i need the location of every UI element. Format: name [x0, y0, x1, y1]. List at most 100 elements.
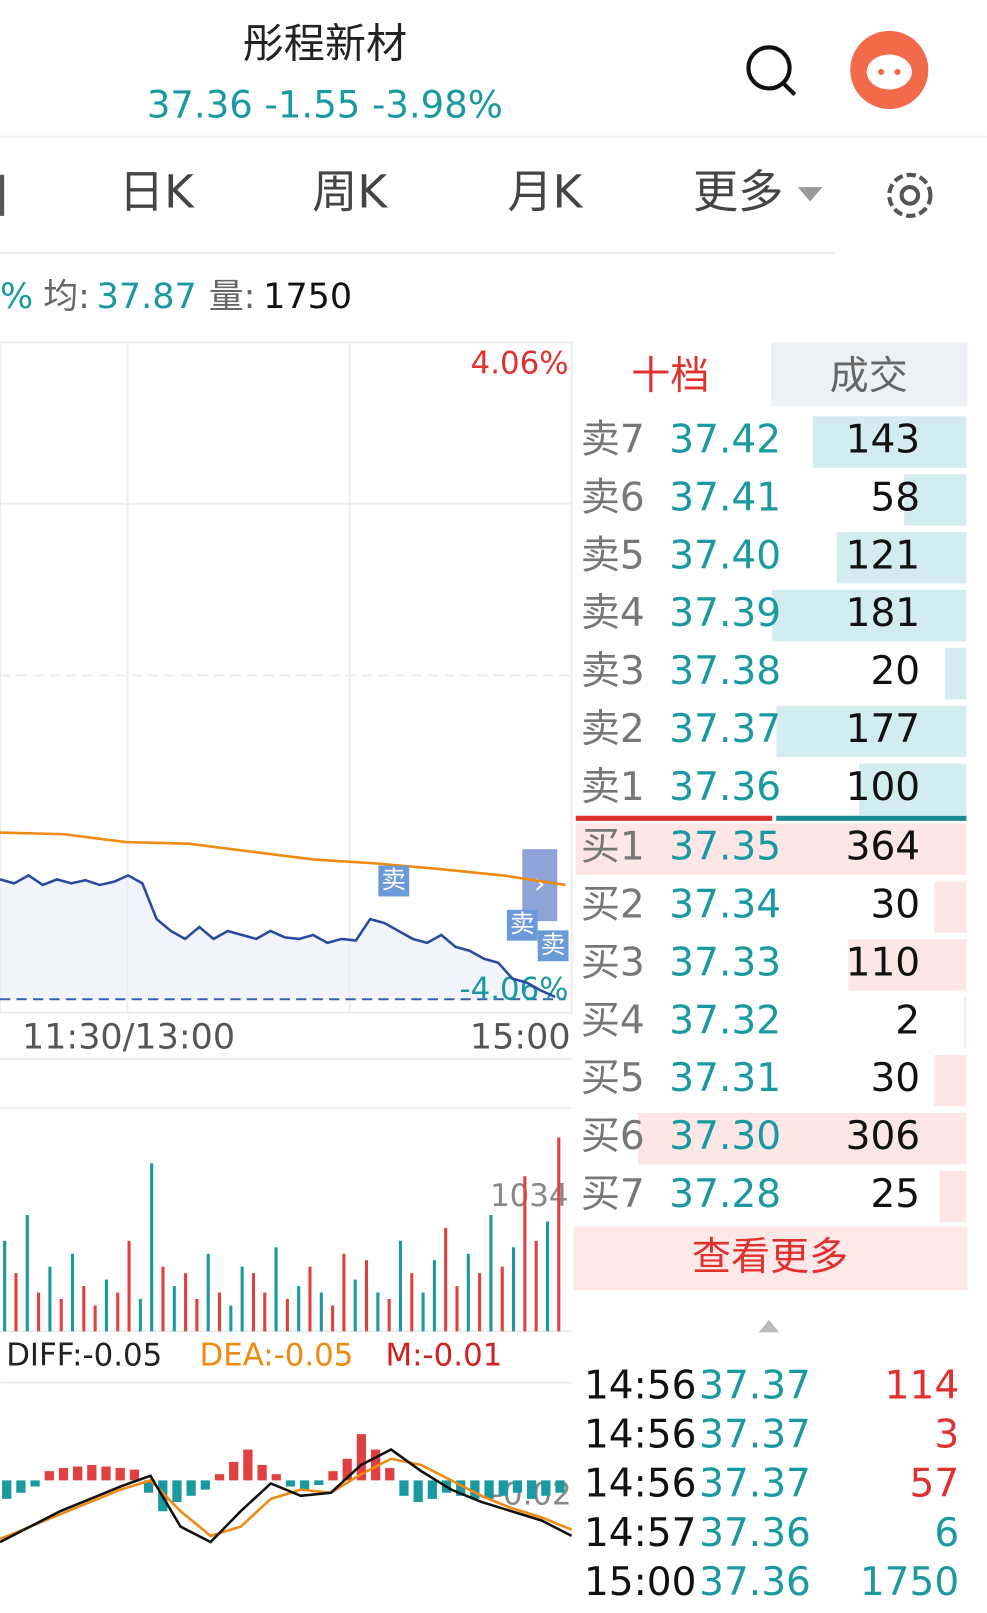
level-price: 37.40 [669, 533, 781, 578]
volume-bar [240, 1266, 244, 1332]
macd-bar [172, 1480, 182, 1502]
avatar[interactable] [850, 30, 929, 109]
volume-bar [410, 1273, 414, 1332]
trade-marker-bg [378, 865, 410, 897]
depth-bar [848, 939, 967, 991]
avg-price: 37.87 [97, 277, 197, 317]
macd-bar [356, 1434, 367, 1481]
volume-bar [251, 1273, 255, 1332]
volume-bar [150, 1163, 154, 1332]
level-price: 37.41 [669, 475, 781, 520]
trade-time: 14:56 [584, 1363, 697, 1408]
level-label: 买2 [581, 883, 645, 928]
volume-scale-label: 1034 [490, 1178, 568, 1214]
depth-bar [575, 823, 967, 875]
tab[interactable]: 月K [507, 165, 583, 218]
macd-bar [342, 1458, 352, 1481]
volume-bar [229, 1305, 233, 1332]
depth-bar [939, 1170, 967, 1223]
settings-icon[interactable] [887, 172, 933, 218]
trade-price: 37.36 [699, 1560, 811, 1605]
macd-bar [413, 1480, 423, 1502]
depth-bar [812, 416, 967, 468]
tab[interactable]: 日K [119, 165, 195, 218]
price-line [0, 873, 556, 999]
volume-bar [432, 1260, 436, 1332]
trade-price: 37.37 [699, 1363, 811, 1408]
volume-bar [319, 1292, 323, 1332]
more-button[interactable] [573, 1226, 968, 1291]
search-icon[interactable] [746, 45, 797, 97]
volume-bar [455, 1286, 459, 1332]
level-price: 37.39 [669, 591, 781, 636]
macd-bar [115, 1468, 125, 1481]
volume-bar [421, 1292, 425, 1332]
volume-bar [489, 1214, 493, 1332]
level-volume: 20 [870, 649, 920, 694]
macd-bar [328, 1471, 338, 1481]
macd-bar [214, 1474, 225, 1481]
trade-time: 14:57 [584, 1511, 697, 1556]
trade-volume: 1750 [860, 1560, 959, 1605]
volume-bar [308, 1266, 312, 1332]
volume-bar [387, 1299, 391, 1332]
level-price: 37.36 [669, 765, 781, 810]
time-label: 15:00 [470, 1017, 571, 1057]
depth-bar [776, 705, 967, 758]
collapse-arrow [758, 1320, 780, 1333]
volume-bar [104, 1279, 108, 1332]
expand-button[interactable] [522, 849, 558, 922]
book-tab[interactable]: 成交 [830, 354, 908, 399]
level-volume: 181 [846, 591, 921, 636]
level-price: 37.34 [669, 883, 781, 928]
volume-bar [25, 1214, 29, 1332]
volume-bar [364, 1260, 369, 1332]
more-text[interactable]: 查看更多 [692, 1235, 848, 1280]
level-price: 37.30 [669, 1114, 781, 1159]
expand-arrow: › [534, 866, 546, 900]
macd-bar [555, 1480, 565, 1493]
volume-bar [70, 1253, 75, 1332]
macd-bar [87, 1464, 97, 1481]
level-volume: 25 [870, 1172, 920, 1217]
macd-bar [73, 1466, 83, 1481]
volume-bar [127, 1240, 131, 1332]
volume-bar [545, 1221, 550, 1332]
volume-bar [376, 1292, 380, 1332]
depth-bar [934, 1054, 967, 1107]
volume-bar [37, 1292, 41, 1332]
tab[interactable]: 周K [312, 165, 388, 218]
volume-bar [285, 1299, 289, 1332]
trade-time: 14:56 [584, 1412, 697, 1457]
depth-bar [964, 997, 967, 1049]
volume-bar [523, 1176, 527, 1332]
macd-bar [271, 1474, 281, 1481]
trade-time: 14:56 [584, 1462, 697, 1507]
time-label: 11:30/13:00 [22, 1017, 235, 1057]
depth-bar [934, 881, 967, 933]
volume-bar [557, 1137, 561, 1332]
volume-bar [263, 1292, 267, 1332]
diff-line [0, 1448, 573, 1544]
stock-title: 彤程新材 [243, 19, 407, 67]
macd-label: M:-0.01 [386, 1338, 503, 1374]
book-tab[interactable]: 十档 [631, 354, 709, 399]
macd-bar [484, 1480, 494, 1499]
macd-bar [2, 1480, 12, 1499]
volume-bar [172, 1286, 176, 1332]
volume-bar [534, 1240, 538, 1332]
tab-edge [0, 174, 5, 216]
macd-bar [385, 1468, 395, 1481]
level-volume: 364 [846, 825, 921, 870]
level-price: 37.38 [669, 649, 781, 694]
upper-limit-label: 4.06% [471, 345, 569, 381]
volume-bar [466, 1253, 470, 1332]
tab[interactable]: 更多 [693, 165, 783, 218]
macd-bar [512, 1480, 523, 1493]
level-label: 买3 [581, 940, 645, 985]
macd-bar [541, 1480, 551, 1496]
trade-price: 37.36 [699, 1511, 811, 1556]
volume-bar [512, 1247, 516, 1332]
trade-marker: 卖 [541, 930, 566, 959]
